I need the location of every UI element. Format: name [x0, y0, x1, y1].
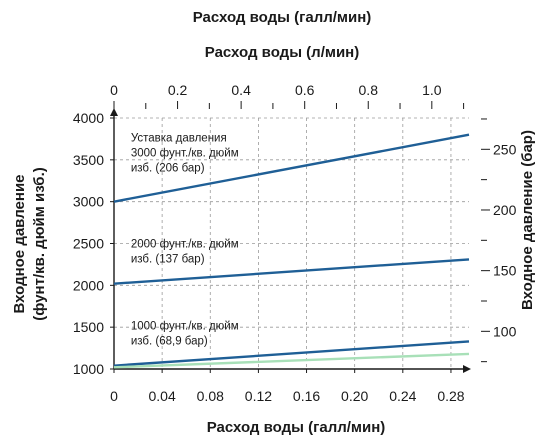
annotation-line: 3000 фунт./кв. дюйм: [131, 147, 239, 159]
series-line-1: [113, 258, 470, 285]
top-tick-label-1: 0.2: [168, 82, 188, 98]
x-tick-label-5: 0.20: [341, 388, 368, 404]
right-tick-label-2: 200: [493, 202, 517, 218]
right-tick-label-3: 250: [493, 141, 517, 157]
annotation-line: 2000 фунт./кв. дюйм: [131, 239, 239, 251]
annotation-line: Уставка давления: [131, 132, 227, 144]
annotation-line: изб. (68,9 бар): [131, 336, 208, 348]
y-tick-label-6: 4000: [73, 110, 104, 126]
y-tick-label-2: 2000: [73, 277, 104, 293]
top-tick-label-3: 0.6: [295, 82, 315, 98]
right-tick-label-1: 150: [493, 263, 517, 279]
annotation-0: Уставка давления 3000 фунт./кв. дюйм изб. …: [131, 132, 239, 174]
y-axis-arrow: [110, 108, 118, 116]
x-tick-label-7: 0.28: [437, 388, 464, 404]
annotation-line: изб. (206 бар): [131, 162, 205, 174]
x-tick-label-0: 0: [110, 388, 118, 404]
x-tick-label-3: 0.12: [245, 388, 272, 404]
top-tick-label-5: 1.0: [422, 82, 442, 98]
series-line-0: [113, 133, 470, 203]
right-axis-label: Входное давление (бар): [519, 130, 536, 310]
y-axis-label-line1: Входное давление: [11, 174, 28, 313]
annotation-line: 1000 фунт./кв. дюйм: [131, 321, 239, 333]
top-tick-label-0: 0: [110, 82, 118, 98]
right-tick-label-0: 100: [493, 323, 517, 339]
series-line-2: [113, 340, 470, 367]
y-tick-label-3: 2500: [73, 236, 104, 252]
x-tick-label-4: 0.16: [293, 388, 320, 404]
annotation-line: изб. (137 бар): [131, 254, 205, 266]
y-tick-label-0: 1000: [73, 361, 104, 377]
y-axis-label-line2: (фунт/кв. дюйм изб.): [31, 167, 48, 320]
annotations: Уставка давления 3000 фунт./кв. дюйм изб. …: [131, 132, 239, 347]
series-line-3: [113, 352, 470, 369]
x-tick-label-2: 0.08: [197, 388, 224, 404]
chart-title: Расход воды (галл/мин): [193, 9, 372, 26]
axes: [110, 101, 490, 373]
top-tick-label-4: 0.8: [359, 82, 379, 98]
x-tick-label-6: 0.24: [389, 388, 416, 404]
x-axis-arrow: [463, 365, 471, 373]
y-tick-label-4: 3000: [73, 194, 104, 210]
annotation-2: 1000 фунт./кв. дюйм изб. (68,9 бар): [131, 321, 239, 348]
series-group: [113, 133, 470, 369]
annotation-1: 2000 фунт./кв. дюйм изб. (137 бар): [131, 239, 239, 266]
y-tick-label-5: 3500: [73, 152, 104, 168]
y-tick-label-1: 1500: [73, 319, 104, 335]
top-tick-label-2: 0.4: [231, 82, 251, 98]
top-axis-label: Расход воды (л/мин): [205, 44, 359, 61]
x-tick-label-1: 0.04: [149, 388, 176, 404]
grid: [114, 117, 469, 369]
x-axis-label: Расход воды (галл/мин): [207, 419, 386, 436]
